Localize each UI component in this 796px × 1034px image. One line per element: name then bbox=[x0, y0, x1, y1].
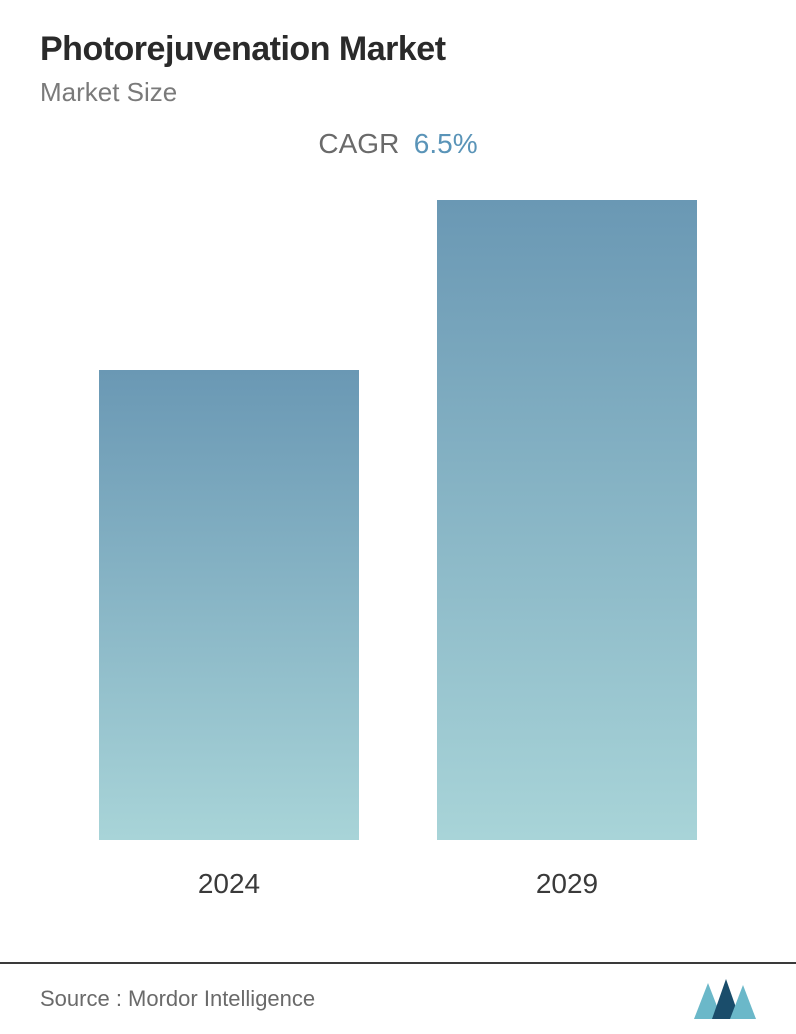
bar-group-1 bbox=[427, 200, 707, 840]
cagr-label: CAGR bbox=[318, 128, 399, 159]
chart-container: Photorejuvenation Market Market Size CAG… bbox=[0, 0, 796, 1034]
cagr-value: 6.5% bbox=[414, 128, 478, 159]
x-label-1: 2029 bbox=[427, 868, 707, 900]
x-label-0: 2024 bbox=[89, 868, 369, 900]
bars-wrapper bbox=[40, 200, 756, 840]
chart-subtitle: Market Size bbox=[40, 77, 756, 108]
cagr-row: CAGR 6.5% bbox=[40, 128, 756, 160]
chart-area: 2024 2029 bbox=[40, 200, 756, 900]
chart-title: Photorejuvenation Market bbox=[40, 30, 756, 69]
bar-2029 bbox=[437, 200, 697, 840]
mordor-logo-icon bbox=[694, 979, 756, 1019]
bar-2024 bbox=[99, 370, 359, 840]
bar-group-0 bbox=[89, 370, 369, 840]
footer: Source : Mordor Intelligence bbox=[0, 962, 796, 1034]
source-text: Source : Mordor Intelligence bbox=[40, 986, 315, 1012]
x-axis-labels: 2024 2029 bbox=[40, 868, 756, 900]
